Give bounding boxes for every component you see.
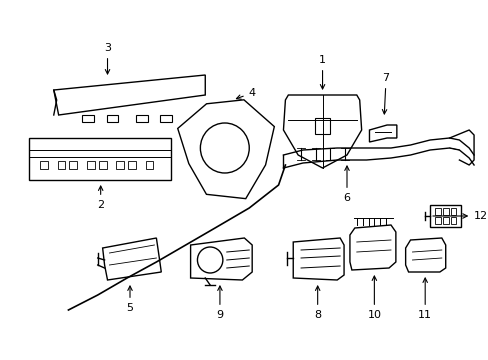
Bar	[145, 161, 153, 169]
Bar	[87, 161, 95, 169]
Bar	[69, 161, 77, 169]
Text: 9: 9	[216, 286, 223, 320]
Text: 11: 11	[417, 278, 431, 320]
Bar	[449, 208, 455, 215]
Bar	[128, 161, 136, 169]
Text: 7: 7	[382, 73, 389, 114]
Bar	[58, 161, 65, 169]
Text: 4: 4	[236, 88, 255, 99]
Bar	[99, 161, 106, 169]
Bar	[442, 217, 447, 224]
Bar	[442, 208, 447, 215]
Bar	[449, 217, 455, 224]
Text: 8: 8	[313, 286, 321, 320]
Bar	[434, 217, 440, 224]
Bar	[40, 161, 48, 169]
Bar	[314, 118, 330, 134]
Text: 5: 5	[126, 286, 133, 313]
Text: 10: 10	[366, 276, 381, 320]
Bar	[429, 205, 460, 227]
Text: 3: 3	[104, 43, 111, 74]
Text: 1: 1	[318, 55, 325, 89]
Text: 2: 2	[97, 186, 104, 210]
Text: 12: 12	[432, 211, 487, 221]
Text: 6: 6	[343, 166, 350, 203]
Bar	[116, 161, 124, 169]
Bar	[434, 208, 440, 215]
Bar	[29, 138, 171, 180]
